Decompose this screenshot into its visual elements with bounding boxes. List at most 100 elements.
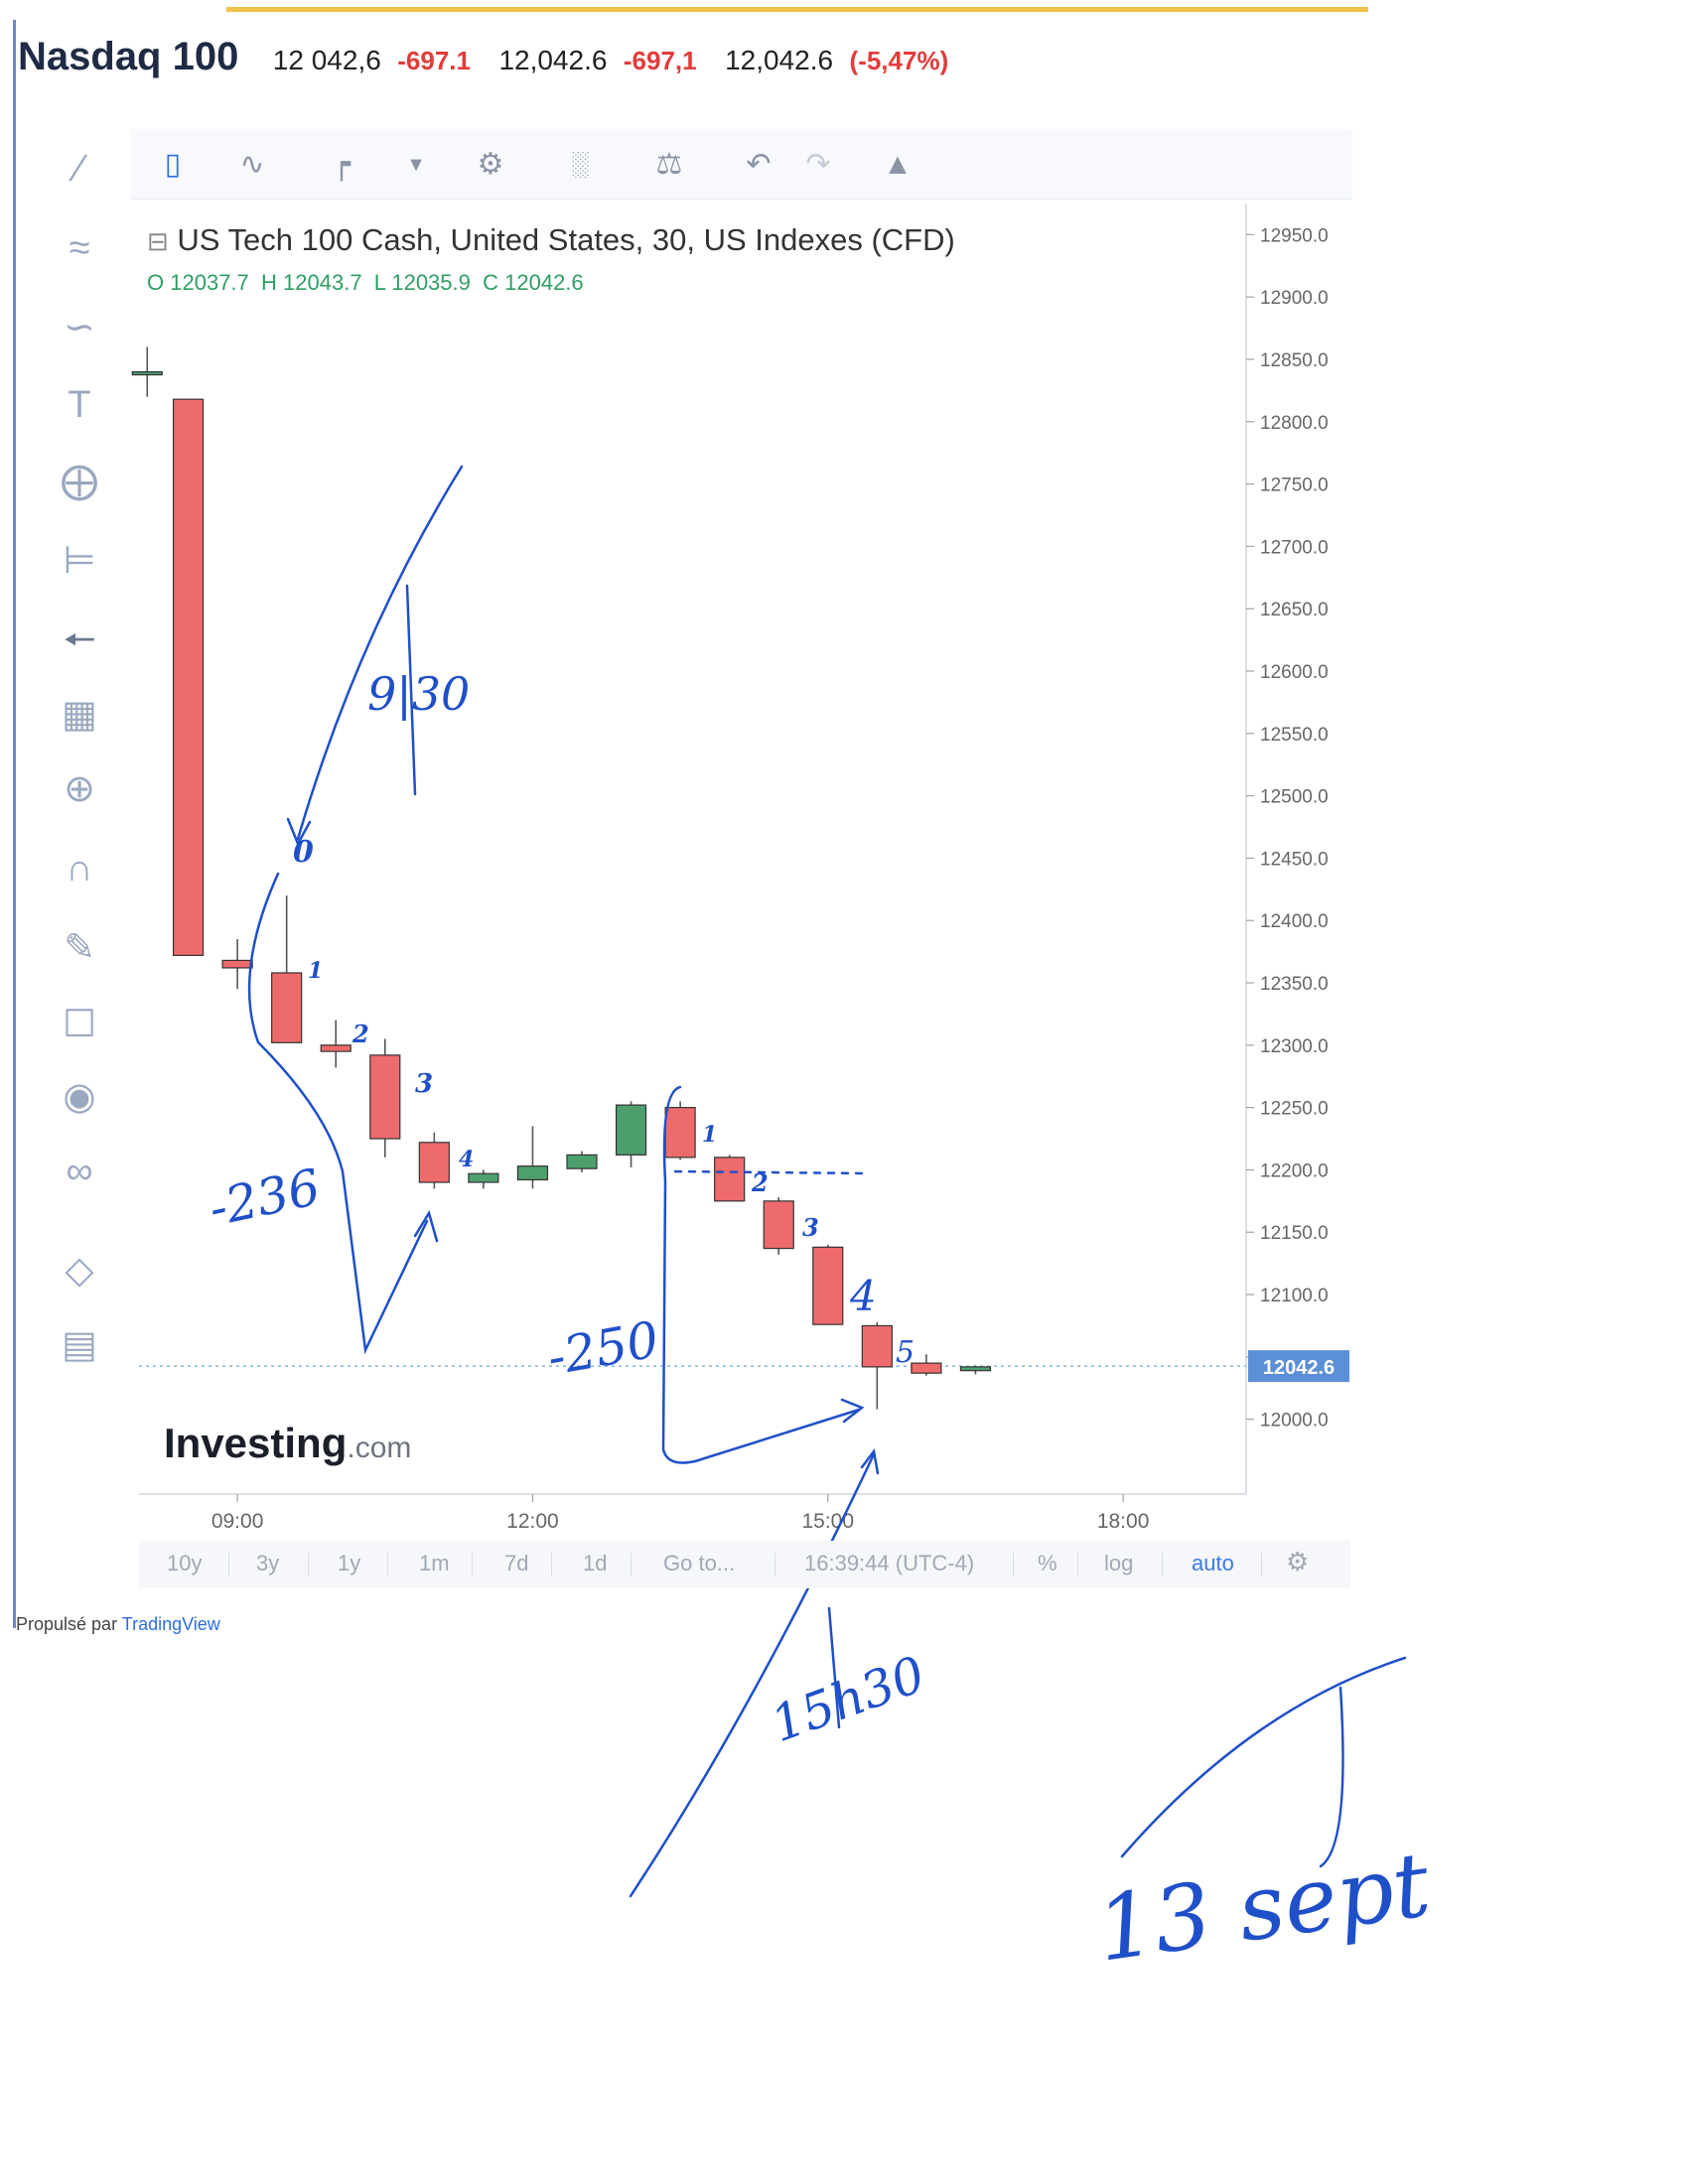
- text-tool-icon[interactable]: T: [68, 384, 91, 426]
- annotation-date-stroke: [1120, 1656, 1407, 1858]
- candle-body: [911, 1362, 942, 1374]
- close-value: 12042.6: [504, 270, 584, 295]
- y-tick-label: 12000.0: [1260, 1411, 1329, 1432]
- zoom-in-icon[interactable]: ⊕: [64, 768, 95, 810]
- instrument-name: Nasdaq 100: [18, 35, 239, 78]
- collapse-icon[interactable]: ⊟: [147, 226, 169, 256]
- candle-body: [664, 1107, 696, 1159]
- measure-tool-icon[interactable]: ⊨: [63, 540, 96, 582]
- settings-gear-icon[interactable]: ⚙: [477, 148, 504, 181]
- annotation-bracket-1: [247, 872, 429, 1355]
- compare-icon[interactable]: ┍: [332, 148, 352, 181]
- y-tick-label: 12850.0: [1260, 350, 1329, 371]
- back-arrow-icon[interactable]: 🠔: [63, 619, 96, 661]
- seq2-mark-4: 4: [849, 1272, 877, 1320]
- candle-body: [959, 1366, 992, 1372]
- y-tick-label: 12650.0: [1260, 600, 1329, 620]
- annotation-1530: 15h30: [764, 1645, 932, 1753]
- indicators-icon[interactable]: ░: [571, 151, 589, 178]
- powered-text: Propulsé par: [16, 1614, 118, 1634]
- y-tick-label: 12550.0: [1260, 725, 1329, 746]
- candle-layer: [131, 346, 992, 1410]
- scale-icon[interactable]: ⚖: [655, 148, 683, 181]
- chart-legend-title: ⊟ US Tech 100 Cash, United States, 30, U…: [147, 222, 955, 258]
- x-tick-label: 09:00: [211, 1510, 264, 1533]
- brush-icon[interactable]: ∽: [64, 307, 95, 348]
- layers-icon[interactable]: ◇: [65, 1250, 94, 1292]
- chart-template-icon[interactable]: ▦: [62, 694, 97, 736]
- range-10y[interactable]: 10y: [167, 1551, 203, 1575]
- goto-button[interactable]: Go to...: [663, 1551, 736, 1575]
- tradingview-link[interactable]: TradingView: [121, 1614, 220, 1634]
- annotation-divider-1530: [827, 1606, 841, 1729]
- y-tick-label: 12450.0: [1260, 849, 1329, 870]
- open-label: O: [147, 270, 165, 295]
- bottom-settings-icon[interactable]: ⚙: [1286, 1547, 1310, 1576]
- line-chart-icon[interactable]: ∿: [239, 148, 265, 181]
- handwritten-annotations: [247, 465, 1407, 1898]
- link-icon[interactable]: ∞: [66, 1151, 93, 1192]
- candle-body: [615, 1104, 647, 1156]
- seq2-mark-5: 5: [896, 1335, 914, 1370]
- clock-readout: 16:39:44 (UTC-4): [804, 1551, 975, 1575]
- auto-toggle[interactable]: auto: [1192, 1551, 1234, 1575]
- brand-name: Investing: [164, 1420, 348, 1466]
- magnet-icon[interactable]: ∩: [66, 848, 93, 889]
- undo-icon[interactable]: ↶: [746, 148, 772, 181]
- annotation-arrowhead-1530: [860, 1447, 880, 1475]
- seq1-mark-3: 3: [415, 1069, 433, 1099]
- chart-toolbar: ▯ ∿ ┍ ▼ ⚙ ░ ⚖ ↶ ↷ ▲: [131, 129, 1352, 200]
- lock-draw-icon[interactable]: ✎: [64, 927, 95, 969]
- trend-line-icon[interactable]: ∕: [75, 148, 83, 190]
- candle-body: [320, 1044, 352, 1052]
- candle-body: [131, 370, 163, 376]
- y-tick-label: 12750.0: [1260, 476, 1329, 496]
- left-margin-line: [13, 20, 16, 1628]
- range-1y[interactable]: 1y: [338, 1551, 361, 1575]
- annotation-arrowhead-930: [286, 817, 312, 847]
- change-2: -697,1: [623, 46, 697, 75]
- y-tick-label: 12600.0: [1260, 662, 1329, 683]
- ohlc-values: O 12037.7 H 12043.7 L 12035.9 C 12042.6: [147, 270, 584, 296]
- y-tick-label: 12350.0: [1260, 974, 1329, 995]
- annotation-dotted-line: [673, 1169, 866, 1175]
- y-tick-label: 12100.0: [1260, 1286, 1329, 1306]
- dropdown-caret-icon[interactable]: ▼: [406, 154, 426, 176]
- y-tick-label: 12300.0: [1260, 1036, 1329, 1057]
- brand-suffix: .com: [347, 1432, 412, 1464]
- eye-icon[interactable]: ◉: [63, 1076, 96, 1118]
- candle-body: [221, 959, 253, 969]
- redo-icon[interactable]: ↷: [805, 148, 831, 181]
- symbol-title: US Tech 100 Cash, United States, 30, US …: [177, 222, 955, 257]
- candle-body: [516, 1165, 549, 1181]
- annotation-arrow-1530: [629, 1452, 876, 1898]
- candle-body: [418, 1142, 450, 1183]
- candle-body: [714, 1157, 746, 1202]
- range-1m[interactable]: 1m: [419, 1551, 450, 1575]
- close-label: C: [483, 270, 498, 295]
- log-toggle[interactable]: log: [1104, 1551, 1134, 1575]
- high-label: H: [261, 270, 277, 295]
- annotation-date-underline: [1319, 1686, 1344, 1868]
- range-1d[interactable]: 1d: [583, 1551, 608, 1575]
- y-tick-label: 12500.0: [1260, 787, 1329, 808]
- y-tick-label: 12400.0: [1260, 911, 1329, 932]
- x-tick-label: 18:00: [1097, 1510, 1150, 1533]
- pattern-tool-icon[interactable]: ⨁: [61, 461, 98, 502]
- candle-body: [271, 972, 303, 1043]
- range-3y[interactable]: 3y: [256, 1551, 280, 1575]
- range-7d[interactable]: 7d: [504, 1551, 529, 1575]
- seq1-mark-1: 1: [308, 958, 323, 984]
- seq2-mark-2: 2: [751, 1168, 769, 1197]
- alert-bell-icon[interactable]: ▲: [883, 148, 913, 181]
- annotation-arrow-930: [296, 465, 464, 841]
- seq1-delta: -236: [204, 1159, 325, 1238]
- candles-icon[interactable]: ▯: [164, 148, 182, 181]
- seq2-delta: -250: [543, 1310, 663, 1387]
- trash-icon[interactable]: ▤: [62, 1324, 97, 1366]
- y-tick-label: 12250.0: [1260, 1099, 1329, 1120]
- fib-tool-icon[interactable]: ≈: [69, 227, 90, 269]
- percent-toggle[interactable]: %: [1038, 1551, 1057, 1575]
- lock-icon[interactable]: ☐: [62, 1004, 97, 1045]
